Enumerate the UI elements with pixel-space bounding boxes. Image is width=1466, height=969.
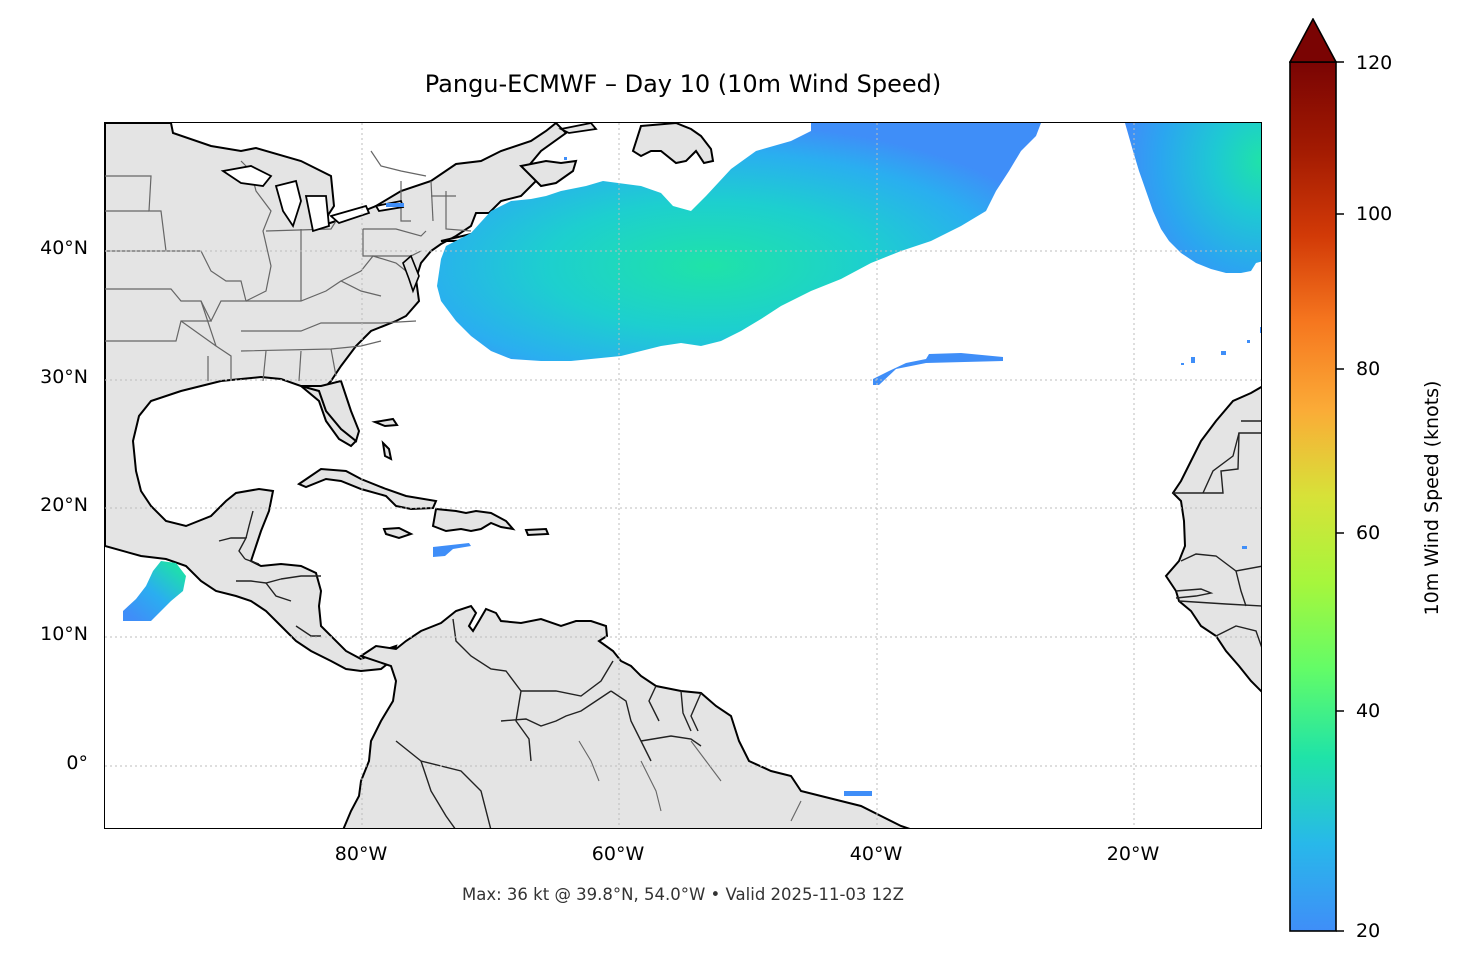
land-cuba <box>296 467 438 511</box>
land-jamaica <box>382 526 414 540</box>
x-tick-20w: 20°W <box>1106 843 1160 865</box>
figure-title: Pangu-ECMWF – Day 10 (10m Wind Speed) <box>424 70 942 98</box>
colorbar-tick-20: 20 <box>1356 920 1381 942</box>
colorbar-label: 10m Wind Speed (knots) <box>1421 380 1443 616</box>
wind-field-tehuantepec <box>123 561 186 621</box>
country-borders-central-america <box>218 510 321 637</box>
wind-field-small-patches <box>386 157 1261 796</box>
x-tick-60w: 60°W <box>591 843 645 865</box>
land-bahamas-2 <box>381 440 393 461</box>
land-newfoundland <box>631 123 715 165</box>
map-canvas <box>105 123 1261 828</box>
land-pei <box>558 123 598 134</box>
land-bahamas-1 <box>371 417 399 428</box>
colorbar-tick-120: 120 <box>1356 52 1393 74</box>
country-borders-south-america <box>395 618 702 828</box>
graticule <box>105 123 1261 828</box>
colorbar-tick-100: 100 <box>1356 203 1393 225</box>
colorbar-tick-60: 60 <box>1356 522 1381 544</box>
y-tick-0: 0° <box>66 752 88 774</box>
land-south-america <box>342 604 911 828</box>
colorbar-tick-marks <box>1336 61 1344 932</box>
y-tick-40n: 40°N <box>40 237 88 259</box>
y-tick-10n: 10°N <box>40 623 88 645</box>
wind-field-ne-atlantic <box>1125 123 1261 273</box>
land-puerto-rico <box>524 527 550 537</box>
colorbar-extend-arrow <box>1289 18 1337 63</box>
x-tick-40w: 40°W <box>849 843 903 865</box>
land-delmarva <box>402 254 420 294</box>
land-africa <box>1164 386 1261 693</box>
colorbar-tick-80: 80 <box>1356 358 1381 380</box>
colorbar <box>1289 18 1337 932</box>
max-wind-annotation: Max: 36 kt @ 39.8°N, 54.0°W • Valid 2025… <box>462 885 904 904</box>
y-tick-20n: 20°N <box>40 494 88 516</box>
country-borders-africa <box>1173 420 1261 648</box>
colorbar-gradient <box>1289 61 1337 932</box>
land-hispaniola <box>431 507 516 533</box>
colorbar-tick-40: 40 <box>1356 700 1381 722</box>
map-axes <box>104 122 1262 829</box>
wind-field-nw-atlantic <box>437 123 1041 361</box>
land-florida <box>300 379 361 443</box>
state-borders <box>105 150 472 382</box>
land-nova-scotia <box>518 159 578 188</box>
x-tick-80w: 80°W <box>334 843 388 865</box>
y-tick-30n: 30°N <box>40 366 88 388</box>
great-lakes <box>220 165 405 233</box>
